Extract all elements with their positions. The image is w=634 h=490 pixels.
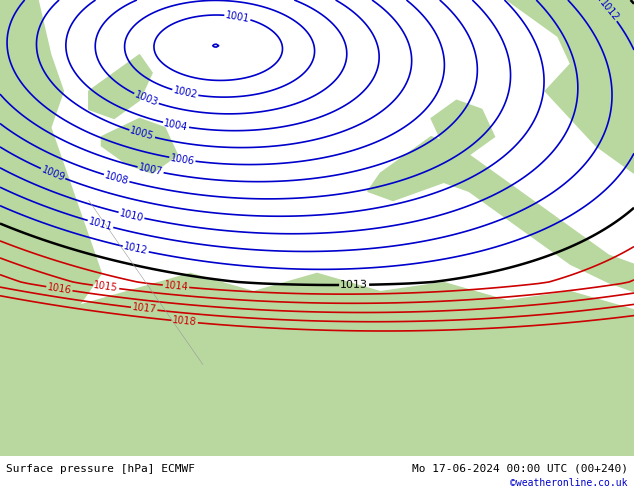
Text: 1006: 1006 bbox=[169, 152, 195, 166]
Polygon shape bbox=[89, 55, 152, 119]
Polygon shape bbox=[0, 0, 101, 456]
Text: 1003: 1003 bbox=[133, 90, 160, 108]
Text: 1010: 1010 bbox=[119, 208, 145, 223]
Text: 1011: 1011 bbox=[87, 216, 113, 232]
Text: 1013: 1013 bbox=[340, 280, 368, 290]
Polygon shape bbox=[101, 119, 178, 173]
Text: 1005: 1005 bbox=[129, 126, 155, 142]
Text: 1001: 1001 bbox=[224, 10, 250, 24]
Polygon shape bbox=[0, 273, 634, 456]
Text: 1002: 1002 bbox=[172, 85, 198, 100]
Text: 1015: 1015 bbox=[93, 280, 119, 294]
Text: ©weatheronline.co.uk: ©weatheronline.co.uk bbox=[510, 478, 628, 488]
Text: 1012: 1012 bbox=[122, 242, 149, 257]
Text: Mo 17-06-2024 00:00 UTC (00+240): Mo 17-06-2024 00:00 UTC (00+240) bbox=[411, 464, 628, 474]
Polygon shape bbox=[507, 0, 634, 173]
Text: Surface pressure [hPa] ECMWF: Surface pressure [hPa] ECMWF bbox=[6, 464, 195, 474]
Text: 1008: 1008 bbox=[103, 170, 130, 186]
Text: 1014: 1014 bbox=[164, 280, 189, 293]
Text: 1012: 1012 bbox=[597, 0, 620, 24]
Text: 1017: 1017 bbox=[131, 302, 157, 315]
Polygon shape bbox=[476, 328, 571, 401]
Text: 1007: 1007 bbox=[138, 163, 164, 177]
Text: 1009: 1009 bbox=[40, 165, 66, 183]
Polygon shape bbox=[431, 100, 495, 155]
Text: 1016: 1016 bbox=[46, 282, 72, 295]
Text: 1004: 1004 bbox=[163, 118, 189, 132]
Text: 1018: 1018 bbox=[172, 316, 197, 328]
Polygon shape bbox=[368, 137, 634, 292]
